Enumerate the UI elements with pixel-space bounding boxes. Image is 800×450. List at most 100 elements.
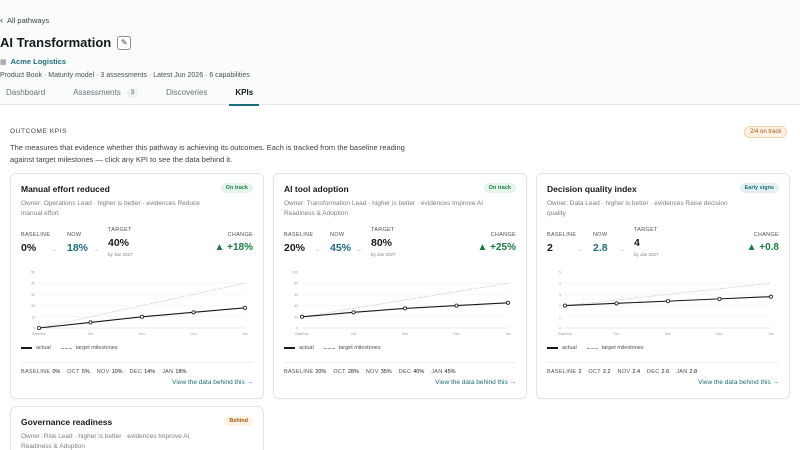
- tab-assessments[interactable]: Assessments 3: [67, 86, 144, 105]
- x-tick-label: Oct: [614, 332, 619, 336]
- kpi-card[interactable]: Governance readiness Behind Owner: Risk …: [10, 406, 264, 450]
- tab-discoveries[interactable]: Discoveries: [160, 86, 213, 105]
- readings-row: BASELINE 2 OCT 2.2 NOV 2.4 DEC 2.6 JAN 2.8: [547, 362, 779, 375]
- y-tick-label: 30: [31, 293, 35, 297]
- change-value: ▲ +0.8: [746, 242, 779, 253]
- reading-label: BASELINE: [284, 369, 314, 375]
- x-tick-label: Baseline: [32, 332, 45, 336]
- reading-item: DEC 40%: [399, 369, 425, 375]
- change-value: ▲ +18%: [214, 242, 253, 253]
- x-tick-label: Nov: [665, 332, 671, 336]
- kpi-title: AI tool adoption: [284, 184, 349, 194]
- actual-point: [299, 314, 304, 319]
- x-tick-label: Nov: [139, 332, 145, 336]
- reading-item: OCT 2.2: [588, 369, 610, 375]
- status-badge: On track: [220, 183, 253, 193]
- tab-count-badge: 3: [126, 88, 139, 98]
- kpi-card[interactable]: Decision quality index Early signs Owner: …: [536, 173, 790, 399]
- view-data-link[interactable]: View the data behind this →: [698, 379, 779, 386]
- kpi-card[interactable]: AI tool adoption On track Owner: Transform…: [273, 173, 527, 399]
- x-tick-label: Jan: [505, 332, 511, 336]
- baseline-value: 2: [547, 242, 553, 254]
- view-data-link[interactable]: View the data behind this →: [172, 379, 253, 386]
- legend-swatch-target: [586, 347, 598, 349]
- tab-label: Dashboard: [6, 88, 46, 97]
- actual-point: [505, 300, 510, 305]
- x-tick-label: Oct: [351, 332, 356, 336]
- view-data-link[interactable]: View the data behind this →: [435, 379, 516, 386]
- now-value: 2.8: [593, 242, 608, 254]
- reading-label: BASELINE: [547, 369, 577, 375]
- reading-item: JAN 2.8: [676, 369, 697, 375]
- now-value: 18%: [67, 242, 89, 254]
- target-date: by Jan 2027: [634, 252, 659, 257]
- tab-label: KPIs: [235, 88, 254, 97]
- x-tick-label: Jan: [768, 332, 774, 336]
- legend-swatch-actual: [547, 347, 558, 349]
- reading-item: OCT 5%: [67, 369, 89, 375]
- section-label: OUTCOME KPIS: [10, 128, 68, 135]
- building-icon: ▦: [0, 58, 7, 66]
- reading-value: 2.8: [689, 369, 698, 375]
- reading-label: DEC: [129, 369, 143, 375]
- chevron-left-icon: ‹: [0, 15, 3, 25]
- baseline-label: BASELINE: [21, 232, 51, 238]
- reading-item: BASELINE 0%: [21, 369, 60, 375]
- y-tick-label: 0: [559, 327, 561, 331]
- actual-point: [351, 310, 356, 315]
- status-badge: Behind: [224, 416, 253, 426]
- change-value: ▲ +25%: [477, 242, 516, 253]
- baseline-label: BASELINE: [284, 232, 314, 238]
- arrow-right-icon: →: [51, 247, 57, 253]
- baseline-value: 20%: [284, 242, 306, 254]
- kpi-trend-chart: 0 10 20 30 40 50 Baseline Oct Nov Dec Jan: [31, 271, 248, 337]
- org-link[interactable]: Acme Logistics: [10, 57, 67, 66]
- page-title: AI Transformation: [0, 35, 112, 50]
- reading-value: 10%: [111, 369, 123, 375]
- kpi-trend-chart: 0 20 40 60 80 100 Baseline Oct Nov Dec Jan: [292, 271, 511, 337]
- legend-label-actual: actual: [36, 345, 51, 351]
- legend-swatch-target: [60, 347, 72, 349]
- reading-label: OCT: [588, 369, 601, 375]
- reading-value: 28%: [347, 369, 359, 375]
- actual-point: [666, 299, 671, 304]
- y-tick-label: 60: [294, 293, 298, 297]
- reading-label: DEC: [398, 369, 412, 375]
- actual-point: [717, 296, 722, 301]
- reading-value: 2.2: [602, 369, 611, 375]
- actual-point: [614, 301, 619, 306]
- actual-point: [191, 310, 196, 315]
- reading-label: BASELINE: [21, 369, 51, 375]
- kpi-title: Decision quality index: [547, 184, 637, 194]
- kpi-card[interactable]: Manual effort reduced On track Owner: Oper…: [10, 173, 264, 399]
- x-tick-label: Oct: [88, 332, 93, 336]
- reading-item: NOV 2.4: [618, 369, 640, 375]
- edit-title-button[interactable]: ✎: [117, 35, 132, 50]
- readings-row: BASELINE 20% OCT 28% NOV 35% DEC 40% JAN 45%: [284, 362, 516, 375]
- actual-point: [562, 303, 567, 308]
- baseline-label: BASELINE: [547, 232, 577, 238]
- title-row: AI Transformation ✎: [0, 35, 132, 50]
- y-tick-label: 50: [31, 271, 35, 275]
- tab-label: Assessments: [73, 88, 121, 97]
- back-link[interactable]: ‹ All pathways: [0, 15, 49, 26]
- target-label: TARGET: [634, 227, 658, 233]
- tab-kpis[interactable]: KPIs: [229, 86, 260, 106]
- series-target-line: [301, 282, 509, 318]
- legend-label-target: target milestones: [338, 345, 381, 351]
- target-value: 40%: [108, 237, 130, 249]
- pencil-icon: ✎: [120, 38, 128, 47]
- actual-point: [242, 305, 247, 310]
- chart-legend: actual target milestones: [547, 345, 644, 351]
- reading-value: 2.4: [632, 369, 641, 375]
- x-tick-label: Dec: [453, 332, 459, 336]
- kpi-trend-chart: 0 1 2 3 4 5 Baseline Oct Nov Dec Jan: [558, 271, 774, 337]
- tab-dashboard[interactable]: Dashboard: [0, 86, 51, 105]
- reading-item: JAN 18%: [162, 369, 186, 375]
- reading-item: NOV 10%: [97, 369, 123, 375]
- reading-label: NOV: [365, 369, 379, 375]
- actual-point: [768, 294, 773, 299]
- actual-point: [36, 326, 41, 331]
- reading-item: OCT 28%: [333, 369, 359, 375]
- y-tick-label: 1: [559, 315, 561, 319]
